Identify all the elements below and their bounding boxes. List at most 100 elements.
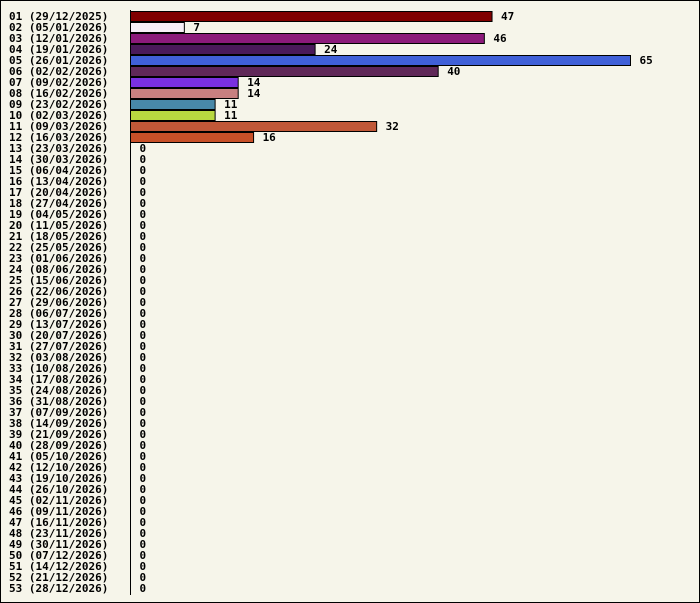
value-label: 0: [140, 329, 147, 342]
category-label: 39 (21/09/2026): [9, 428, 108, 441]
value-label: 0: [140, 560, 147, 573]
value-label: 11: [224, 98, 238, 111]
value-label: 0: [140, 252, 147, 265]
category-label: 01 (29/12/2025): [9, 10, 108, 23]
category-label: 40 (28/09/2026): [9, 439, 108, 452]
value-label: 0: [140, 505, 147, 518]
value-label: 0: [140, 571, 147, 584]
value-label: 0: [140, 538, 147, 551]
value-label: 47: [501, 10, 514, 23]
value-label: 0: [140, 186, 147, 199]
value-label: 16: [263, 131, 277, 144]
category-label: 33 (10/08/2026): [9, 362, 108, 375]
value-label: 32: [386, 120, 399, 133]
category-label: 23 (01/06/2026): [9, 252, 108, 265]
value-label: 46: [493, 32, 507, 45]
value-label: 0: [140, 263, 147, 276]
category-labels: 01 (29/12/2025)02 (05/01/2026)03 (12/01/…: [9, 10, 108, 595]
category-label: 22 (25/05/2026): [9, 241, 108, 254]
value-label: 40: [447, 65, 460, 78]
value-label: 0: [140, 274, 147, 287]
category-label: 36 (31/08/2026): [9, 395, 108, 408]
category-label: 03 (12/01/2026): [9, 32, 108, 45]
value-label: 0: [140, 318, 147, 331]
category-label: 47 (16/11/2026): [9, 516, 108, 529]
category-label: 37 (07/09/2026): [9, 406, 108, 419]
category-label: 08 (16/02/2026): [9, 87, 108, 100]
bar: [130, 110, 216, 121]
bar: [130, 132, 255, 143]
value-label: 0: [140, 494, 147, 507]
category-label: 41 (05/10/2026): [9, 450, 108, 463]
value-label: 0: [140, 340, 147, 353]
category-label: 51 (14/12/2026): [9, 560, 108, 573]
bar: [130, 99, 216, 110]
category-label: 43 (19/10/2026): [9, 472, 108, 485]
value-label: 0: [140, 395, 147, 408]
value-label: 0: [140, 197, 147, 210]
category-label: 32 (03/08/2026): [9, 351, 108, 364]
bars: [130, 11, 631, 143]
category-label: 35 (24/08/2026): [9, 384, 108, 397]
bar: [130, 44, 316, 55]
category-label: 21 (18/05/2026): [9, 230, 108, 243]
category-label: 13 (23/03/2026): [9, 142, 108, 155]
value-label: 0: [140, 516, 147, 529]
category-label: 14 (30/03/2026): [9, 153, 108, 166]
category-label: 19 (04/05/2026): [9, 208, 108, 221]
value-label: 0: [140, 549, 147, 562]
value-label: 0: [140, 208, 147, 221]
category-label: 29 (13/07/2026): [9, 318, 108, 331]
value-label: 0: [140, 450, 147, 463]
value-label: 0: [140, 285, 147, 298]
category-label: 05 (26/01/2026): [9, 54, 108, 67]
category-label: 30 (20/07/2026): [9, 329, 108, 342]
category-label: 49 (30/11/2026): [9, 538, 108, 551]
category-label: 52 (21/12/2026): [9, 571, 108, 584]
value-label: 0: [140, 527, 147, 540]
value-label: 0: [140, 483, 147, 496]
bar: [130, 66, 439, 77]
category-label: 17 (20/04/2026): [9, 186, 108, 199]
value-label: 7: [193, 21, 200, 34]
value-label: 14: [247, 76, 261, 89]
value-label: 0: [140, 219, 147, 232]
category-label: 18 (27/04/2026): [9, 197, 108, 210]
value-label: 0: [140, 164, 147, 177]
category-label: 20 (11/05/2026): [9, 219, 108, 232]
value-label: 0: [140, 439, 147, 452]
value-label: 0: [140, 461, 147, 474]
value-label: 0: [140, 351, 147, 364]
value-label: 0: [140, 417, 147, 430]
category-label: 11 (09/03/2026): [9, 120, 108, 133]
bar: [130, 77, 239, 88]
category-label: 04 (19/01/2026): [9, 43, 108, 56]
value-label: 14: [247, 87, 261, 100]
category-label: 02 (05/01/2026): [9, 21, 108, 34]
value-label: 24: [324, 43, 338, 56]
value-label: 0: [140, 362, 147, 375]
category-label: 50 (07/12/2026): [9, 549, 108, 562]
value-label: 65: [640, 54, 653, 67]
category-label: 31 (27/07/2026): [9, 340, 108, 353]
value-label: 0: [140, 153, 147, 166]
category-label: 15 (06/04/2026): [9, 164, 108, 177]
bar: [130, 121, 378, 132]
category-label: 10 (02/03/2026): [9, 109, 108, 122]
value-labels: 4774624654014141111321600000000000000000…: [140, 10, 653, 595]
value-label: 0: [140, 373, 147, 386]
category-label: 12 (16/03/2026): [9, 131, 108, 144]
category-label: 06 (02/02/2026): [9, 65, 108, 78]
category-label: 53 (28/12/2026): [9, 582, 108, 595]
bar: [130, 55, 631, 66]
value-label: 0: [140, 428, 147, 441]
value-label: 0: [140, 142, 147, 155]
category-label: 07 (09/02/2026): [9, 76, 108, 89]
category-label: 48 (23/11/2026): [9, 527, 108, 540]
bar: [130, 33, 485, 44]
value-label: 0: [140, 241, 147, 254]
category-label: 34 (17/08/2026): [9, 373, 108, 386]
bar: [130, 88, 239, 99]
category-label: 26 (22/06/2026): [9, 285, 108, 298]
category-label: 38 (14/09/2026): [9, 417, 108, 430]
